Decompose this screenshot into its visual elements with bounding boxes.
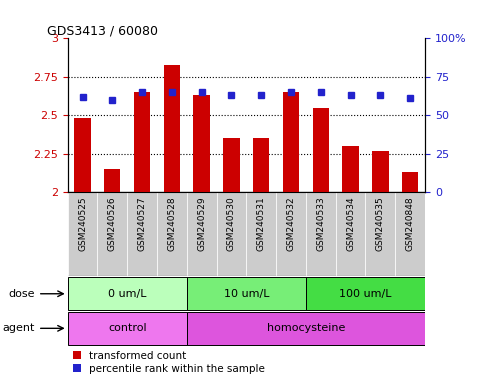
Text: GSM240528: GSM240528 <box>168 196 176 251</box>
Bar <box>194 95 210 192</box>
Text: GSM240532: GSM240532 <box>286 196 296 251</box>
Bar <box>366 192 395 276</box>
Text: GSM240531: GSM240531 <box>257 196 266 251</box>
Text: GSM240529: GSM240529 <box>197 196 206 251</box>
Text: GDS3413 / 60080: GDS3413 / 60080 <box>47 24 158 37</box>
Text: GSM240848: GSM240848 <box>406 196 414 251</box>
Bar <box>395 192 425 276</box>
Bar <box>68 277 187 310</box>
Bar <box>98 192 127 276</box>
Bar <box>134 92 150 192</box>
Text: GSM240527: GSM240527 <box>138 196 146 251</box>
Bar <box>74 118 91 192</box>
Bar <box>372 151 388 192</box>
Bar <box>216 192 246 276</box>
Text: 100 um/L: 100 um/L <box>339 289 392 299</box>
Bar <box>187 192 216 276</box>
Text: homocysteine: homocysteine <box>267 323 345 333</box>
Bar <box>336 192 366 276</box>
Text: control: control <box>108 323 146 333</box>
Bar <box>164 65 180 192</box>
Text: GSM240525: GSM240525 <box>78 196 87 251</box>
Bar <box>283 92 299 192</box>
Bar <box>127 192 157 276</box>
Bar <box>276 192 306 276</box>
Bar <box>313 108 329 192</box>
Legend: transformed count, percentile rank within the sample: transformed count, percentile rank withi… <box>73 351 265 374</box>
Bar <box>306 192 336 276</box>
Text: 10 um/L: 10 um/L <box>224 289 269 299</box>
Bar <box>187 277 306 310</box>
Text: GSM240526: GSM240526 <box>108 196 117 251</box>
Bar <box>68 312 187 345</box>
Text: 0 um/L: 0 um/L <box>108 289 146 299</box>
Bar <box>68 192 98 276</box>
Bar <box>246 192 276 276</box>
Bar <box>253 138 270 192</box>
Text: GSM240534: GSM240534 <box>346 196 355 251</box>
Bar <box>342 146 359 192</box>
Text: GSM240530: GSM240530 <box>227 196 236 251</box>
Text: agent: agent <box>2 323 35 333</box>
Bar <box>187 312 425 345</box>
Text: GSM240533: GSM240533 <box>316 196 325 251</box>
Text: GSM240535: GSM240535 <box>376 196 385 251</box>
Text: dose: dose <box>8 289 35 299</box>
Bar <box>402 172 418 192</box>
Bar <box>223 138 240 192</box>
Bar <box>104 169 120 192</box>
Bar <box>157 192 187 276</box>
Bar <box>306 277 425 310</box>
